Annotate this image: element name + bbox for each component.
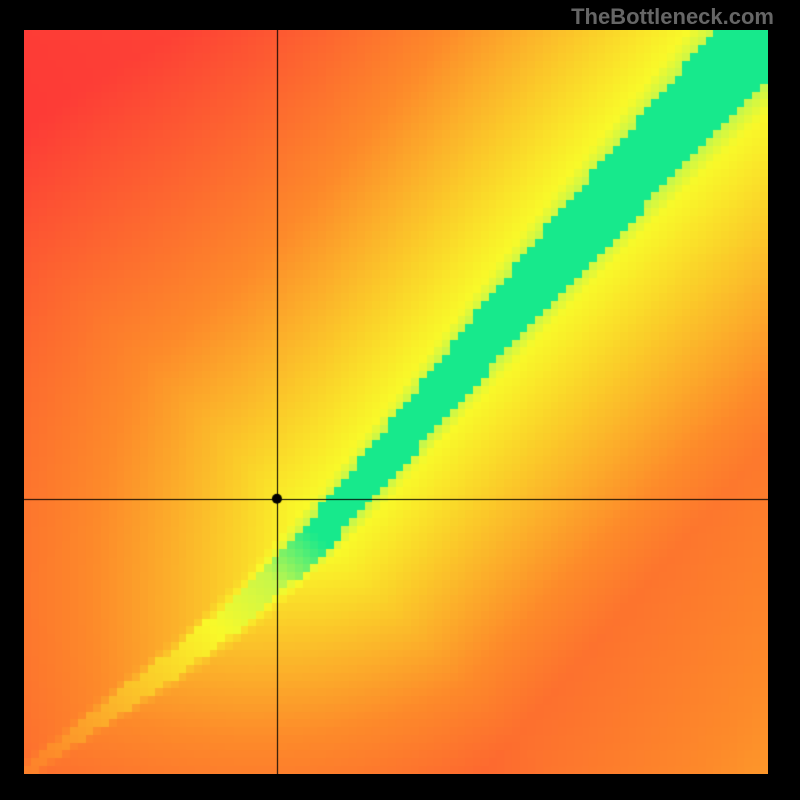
chart-container: TheBottleneck.com (0, 0, 800, 800)
plot-area (24, 30, 768, 774)
watermark-text: TheBottleneck.com (571, 4, 774, 30)
heatmap-canvas (24, 30, 768, 774)
